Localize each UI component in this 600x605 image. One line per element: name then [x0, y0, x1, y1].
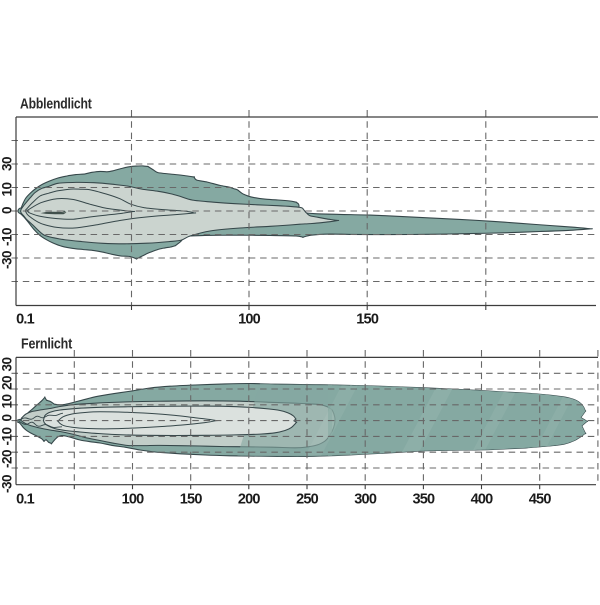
- svg-text:100: 100: [122, 491, 145, 507]
- svg-text:10: 10: [0, 394, 15, 408]
- svg-text:30: 30: [0, 357, 15, 371]
- svg-text:150: 150: [180, 491, 203, 507]
- svg-text:-30: -30: [0, 475, 15, 493]
- svg-text:Abblendlicht: Abblendlicht: [20, 96, 92, 112]
- svg-text:200: 200: [238, 491, 261, 507]
- svg-text:300: 300: [354, 491, 377, 507]
- svg-text:150: 150: [356, 311, 379, 327]
- svg-text:0: 0: [0, 207, 15, 214]
- svg-text:250: 250: [296, 491, 319, 507]
- svg-text:30: 30: [0, 157, 15, 171]
- svg-text:10: 10: [0, 182, 15, 196]
- svg-text:-10: -10: [0, 228, 15, 246]
- svg-text:0: 0: [0, 414, 15, 421]
- svg-text:-10: -10: [0, 427, 15, 445]
- svg-text:350: 350: [413, 491, 436, 507]
- svg-text:-30: -30: [0, 251, 15, 269]
- svg-text:20: 20: [0, 376, 15, 390]
- svg-text:0.1: 0.1: [16, 491, 34, 507]
- svg-text:400: 400: [471, 491, 494, 507]
- svg-text:-20: -20: [0, 450, 15, 468]
- svg-text:0.1: 0.1: [16, 311, 34, 327]
- svg-text:100: 100: [238, 311, 261, 327]
- svg-text:Fernlicht: Fernlicht: [21, 336, 73, 352]
- svg-text:450: 450: [529, 491, 552, 507]
